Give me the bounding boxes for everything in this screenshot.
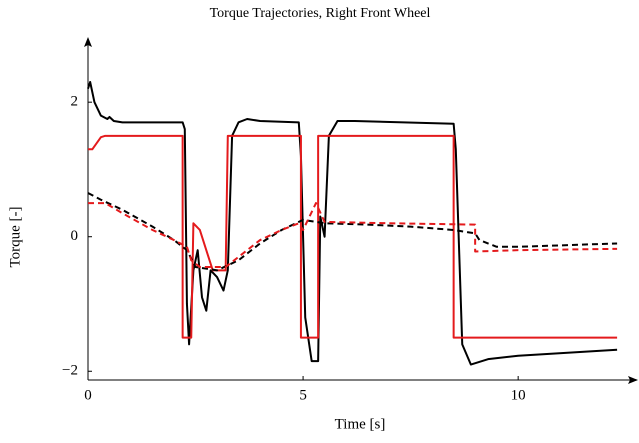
y-axis-arrow [84, 37, 92, 47]
y-axis-label: Torque [-] [7, 206, 23, 267]
line-series [88, 202, 618, 268]
x-tick-label: 5 [299, 387, 307, 403]
y-tick-label: −2 [62, 363, 78, 379]
x-axis-label: Time [s] [335, 416, 386, 432]
y-tick-label: 2 [71, 94, 79, 110]
x-tick-label: 10 [511, 387, 526, 403]
x-axis-arrow [628, 376, 638, 384]
chart-title: Torque Trajectories, Right Front Wheel [210, 6, 431, 21]
x-tick-label: 0 [84, 387, 92, 403]
y-tick-label: 0 [71, 228, 79, 244]
line-series [87, 192, 618, 272]
